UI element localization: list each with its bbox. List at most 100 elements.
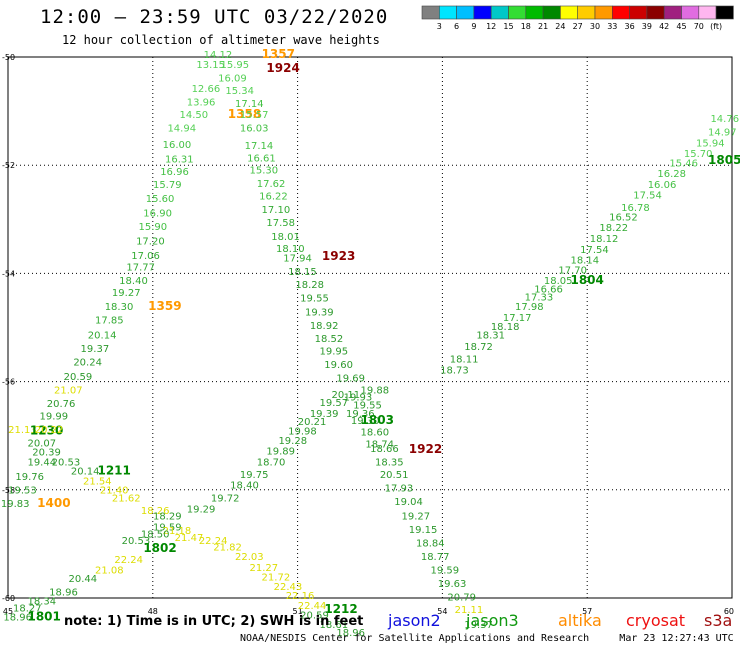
colorbar-label: 6: [454, 22, 459, 31]
wave-height-label: 18.29: [153, 512, 182, 523]
wave-height-label: 17.62: [257, 179, 286, 190]
colorbar-swatch: [594, 5, 613, 20]
wave-height-label: 18.28: [295, 280, 324, 291]
wave-height-label: 16.61: [247, 153, 276, 164]
wave-height-label: 18.96: [336, 628, 365, 639]
satellite-legend: note: 1) Time is in UTC; 2) SWH is in fe…: [64, 611, 732, 630]
wave-height-label: 19.39: [305, 308, 334, 319]
x-tick-label: 54: [437, 607, 447, 616]
wave-height-label: 15.57: [240, 110, 269, 121]
wave-height-label: 19.57: [319, 398, 348, 409]
colorbar-label: 18: [521, 22, 531, 31]
pass-time-label: 1922: [409, 442, 442, 456]
wave-height-label: 19.30: [351, 416, 380, 427]
wave-height-label: 19.60: [324, 360, 353, 371]
wave-height-label: 18.66: [370, 444, 399, 455]
wave-height-label: 20.11: [332, 390, 361, 401]
wave-height-label: 18.84: [416, 539, 445, 550]
colorbar-swatch: [490, 5, 509, 20]
wave-height-label: 21.13: [8, 425, 37, 436]
wave-height-label: 18.96: [3, 613, 32, 624]
wave-height-label: 19.15: [409, 525, 438, 536]
wave-height-label: 16.28: [657, 169, 686, 180]
wave-height-label: 15.30: [249, 165, 278, 176]
colorbar-label: 30: [590, 22, 600, 31]
wave-height-label: 17.58: [266, 218, 295, 229]
wave-height-label: 19.27: [112, 288, 141, 299]
wave-height-label: 19.28: [278, 436, 307, 447]
wave-height-label: 17.54: [633, 191, 662, 202]
colorbar-label: 27: [573, 22, 583, 31]
y-tick-label: -58: [2, 486, 15, 495]
wave-height-label: 12.66: [192, 84, 221, 95]
wave-height-label: 20.59: [64, 372, 93, 383]
wave-height-label: 13.96: [187, 98, 216, 109]
wave-height-label: 17.70: [558, 265, 587, 276]
wave-height-label: 18.10: [276, 244, 305, 255]
legend-cryosat: cryosat: [626, 611, 685, 630]
wave-height-label: 22.43: [274, 582, 303, 593]
pass-time-label: 1923: [322, 249, 355, 263]
colorbar-swatch: [646, 5, 665, 20]
wave-height-label: 21.72: [262, 573, 291, 584]
wave-height-label: 21.62: [112, 494, 141, 505]
colorbar-swatch: [421, 5, 440, 20]
wave-height-label: 20.21: [298, 417, 327, 428]
wave-height-label: 19.89: [266, 447, 295, 458]
wave-height-label: 16.09: [218, 73, 247, 84]
wave-height-label: 18.27: [13, 604, 42, 615]
legend-s3a: s3a: [704, 611, 732, 630]
wave-height-label: 16.06: [648, 180, 677, 191]
colorbar-swatch: [629, 5, 648, 20]
wave-height-label: 18.18: [491, 322, 520, 333]
wave-height-label: 20.24: [73, 357, 102, 368]
x-tick-label: 45: [3, 607, 13, 616]
colorbar-label: 24: [555, 22, 565, 31]
wave-height-label: 18.61: [319, 620, 348, 631]
pass-time-label: 1802: [143, 541, 176, 555]
wave-height-label: 18.70: [257, 457, 286, 468]
wave-height-label: 16.00: [163, 140, 192, 151]
wave-height-label: 18.14: [570, 256, 599, 267]
wave-height-label: 21.18: [163, 526, 192, 537]
colorbar-label: 9: [471, 22, 476, 31]
wave-height-label: 20.22: [35, 425, 64, 436]
wave-height-label: 17.33: [525, 292, 554, 303]
y-tick-label: -54: [2, 269, 15, 278]
wave-height-label: 17.93: [385, 483, 414, 494]
wave-height-label: 17.14: [245, 141, 274, 152]
wave-height-label: 20.14: [88, 330, 117, 341]
colorbar-swatch: [681, 5, 700, 20]
wave-height-label: 21.08: [95, 566, 124, 577]
legend-altika: altika: [558, 611, 602, 630]
y-tick-label: -60: [2, 594, 15, 603]
colorbar-label: 45: [676, 22, 686, 31]
wave-height-label: 21.82: [213, 542, 242, 553]
x-tick-label: 48: [148, 607, 158, 616]
colorbar-label: 33: [607, 22, 617, 31]
y-tick-label: -56: [2, 378, 15, 387]
wave-height-label: 19.93: [344, 393, 373, 404]
wave-height-label: 20.14: [71, 467, 100, 478]
wave-height-label: 17.14: [235, 99, 264, 110]
wave-height-label: 19.98: [288, 427, 317, 438]
x-tick-label: 60: [724, 607, 734, 616]
wave-height-label: 16.78: [621, 203, 650, 214]
wave-height-label: 18.74: [365, 440, 394, 451]
wave-height-label: 20.44: [68, 574, 97, 585]
wave-height-label: 14.76: [710, 114, 739, 125]
wave-height-label: 17.98: [515, 302, 544, 313]
wave-height-label: 19.63: [438, 579, 467, 590]
wave-height-label: 19.55: [300, 294, 329, 305]
wave-height-label: 17.20: [136, 237, 165, 248]
wave-height-label: 14.12: [204, 50, 233, 61]
color-legend: 3 6 9 12 15 18 21 24 27 30 33 36 39 42 45 70 (ft): [421, 5, 734, 31]
legend-jason3: jason3: [465, 611, 519, 630]
pass-time-label: 1801: [27, 610, 60, 624]
colorbar-swatch: [663, 5, 682, 20]
wave-height-label: 18.34: [27, 596, 56, 607]
pass-time-label: 1804: [570, 273, 603, 287]
wave-height-label: 18.40: [230, 481, 259, 492]
pass-time-label: 1211: [97, 464, 130, 478]
